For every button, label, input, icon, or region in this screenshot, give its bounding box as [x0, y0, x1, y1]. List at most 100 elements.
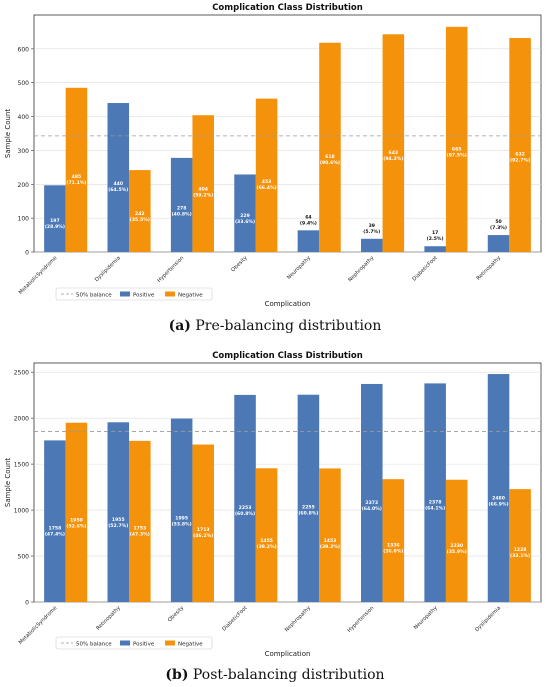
y-tick-label: 2000	[14, 416, 29, 423]
x-tick-label: Obesity	[230, 255, 248, 273]
y-tick-label: 2500	[14, 370, 29, 377]
legend-box	[55, 287, 213, 301]
bar-negative	[319, 42, 341, 253]
y-tick-label: 0	[25, 250, 29, 257]
x-tick-label: Hypertension	[156, 255, 185, 284]
bar-label-negative: 1336 (36.0%)	[383, 543, 403, 555]
bar-label-negative: 1713 (46.2%)	[193, 527, 213, 539]
legend-negative-swatch	[165, 291, 175, 297]
y-axis-label: Sample Count	[4, 109, 12, 159]
x-tick-label: Retinopathy	[95, 605, 121, 631]
bar-negative	[509, 489, 531, 602]
bar-label-positive: 2372 (64.0%)	[362, 500, 382, 512]
bar-negative	[509, 38, 531, 252]
bar-label-negative: 1455 (39.2%)	[257, 538, 277, 550]
bar-positive	[424, 246, 446, 252]
x-axis-label: Complication	[265, 300, 311, 308]
x-tick-label: Dyslipidemia	[474, 605, 502, 633]
bar-label-positive: 2253 (60.8%)	[235, 505, 255, 517]
bar-positive	[170, 418, 193, 602]
bar-positive	[107, 422, 130, 602]
bar-positive	[487, 235, 510, 252]
bar-label-negative: 1228 (33.1%)	[510, 547, 530, 559]
bar-positive	[487, 374, 510, 602]
y-tick-label: 600	[18, 46, 30, 53]
bar-negative	[382, 479, 405, 602]
caption-tag: (a)	[168, 318, 191, 334]
x-tick-label: DiabeticFoot	[411, 255, 438, 282]
y-tick-label: 200	[18, 182, 30, 189]
x-tick-label: Dyslipidemia	[94, 255, 122, 283]
bar-negative	[129, 170, 151, 252]
bar-positive	[107, 103, 130, 253]
chart-title: Complication Class Distribution	[212, 351, 363, 361]
x-tick-label: Hypertension	[347, 605, 376, 634]
x-tick-label: Nephropathy	[284, 605, 312, 633]
bar-label-positive: 39 (5.7%)	[363, 223, 380, 235]
bar-label-negative: 1330 (35.9%)	[447, 543, 467, 555]
x-tick-label: Nephropathy	[347, 255, 375, 283]
bar-label-negative: 404 (59.2%)	[193, 186, 213, 198]
bar-label-negative: 485 (71.1%)	[66, 174, 86, 186]
legend-box	[55, 636, 213, 650]
bar-positive	[234, 394, 256, 602]
legend-positive-label: Positive	[133, 641, 155, 647]
bar-label-negative: 1950 (52.6%)	[66, 517, 86, 529]
bar-label-negative: 453 (66.4%)	[257, 179, 277, 191]
bar-positive	[297, 230, 320, 252]
x-tick-label: MetabolicSyndrome	[18, 255, 59, 296]
x-tick-label: Obesity	[167, 605, 185, 623]
bar-label-positive: 278 (40.8%)	[172, 206, 192, 218]
bar-label-positive: 17 (2.5%)	[427, 230, 444, 242]
bar-negative	[65, 87, 88, 253]
y-tick-label: 100	[18, 216, 30, 223]
x-tick-label: MetabolicSyndrome	[18, 605, 59, 646]
pre-balancing-chart: Complication Class Distribution 0 100 200 30…	[4, 3, 542, 308]
bar-label-positive: 2480 (66.9%)	[488, 495, 508, 507]
bar-label-positive: 440 (64.5%)	[108, 181, 128, 193]
y-tick-label: 1500	[14, 462, 29, 469]
bar-label-positive: 229 (33.6%)	[235, 213, 255, 225]
bar-positive	[44, 185, 66, 252]
bar-negative	[382, 34, 405, 253]
y-axis-label: Sample Count	[4, 458, 12, 508]
bar-label-positive: 1995 (53.8%)	[172, 515, 192, 527]
bar-negative	[255, 468, 278, 602]
x-tick-label: Neuropathy	[286, 255, 312, 281]
bar-label-negative: 632 (92.7%)	[510, 152, 530, 164]
chart-title: Complication Class Distribution	[212, 3, 363, 13]
bar-label-negative: 643 (94.3%)	[383, 150, 403, 162]
bar-positive	[234, 174, 256, 252]
bar-label-positive: 1955 (52.7%)	[108, 517, 128, 529]
y-tick-label: 400	[18, 114, 30, 121]
legend-positive-swatch	[120, 291, 130, 297]
post-balancing-chart: Complication Class Distribution 0 500 1000 1…	[4, 351, 542, 658]
pre-balancing-panel: Complication Class Distribution 0 100 200 30…	[0, 3, 550, 334]
bar-label-negative: 1753 (47.3%)	[130, 525, 150, 537]
bar-label-positive: 64 (9.4%)	[300, 214, 317, 226]
y-tick-label: 0	[25, 600, 29, 607]
caption-text: Post-balancing distribution	[192, 667, 385, 683]
bar-label-negative: 242 (35.5%)	[130, 211, 150, 223]
bar-negative	[192, 115, 214, 253]
bar-label-positive: 2255 (60.8%)	[298, 505, 318, 517]
bar-negative	[445, 479, 468, 602]
bar-positive	[361, 238, 383, 252]
bar-label-positive: 2378 (64.1%)	[425, 500, 445, 512]
caption-pre-balancing: (a) Pre-balancing distribution	[0, 318, 550, 334]
y-tick-label: 300	[18, 148, 30, 155]
bar-negative	[255, 98, 278, 253]
bar-label-positive: 197 (28.9%)	[45, 218, 65, 230]
y-tick-label: 500	[18, 554, 30, 561]
post-balancing-panel: Complication Class Distribution 0 500 1000 1…	[0, 345, 550, 687]
caption-text: Pre-balancing distribution	[195, 318, 382, 334]
legend-balance-label: 50% balance	[76, 641, 112, 647]
caption-tag: (b)	[165, 667, 189, 683]
bar-label-negative: 1453 (39.2%)	[320, 538, 340, 550]
bar-positive	[170, 157, 193, 252]
bar-positive	[361, 383, 383, 602]
caption-post-balancing: (b) Post-balancing distribution	[0, 667, 550, 683]
bar-positive	[297, 394, 320, 602]
bar-negative	[319, 468, 341, 602]
legend-negative-label: Negative	[178, 292, 203, 298]
